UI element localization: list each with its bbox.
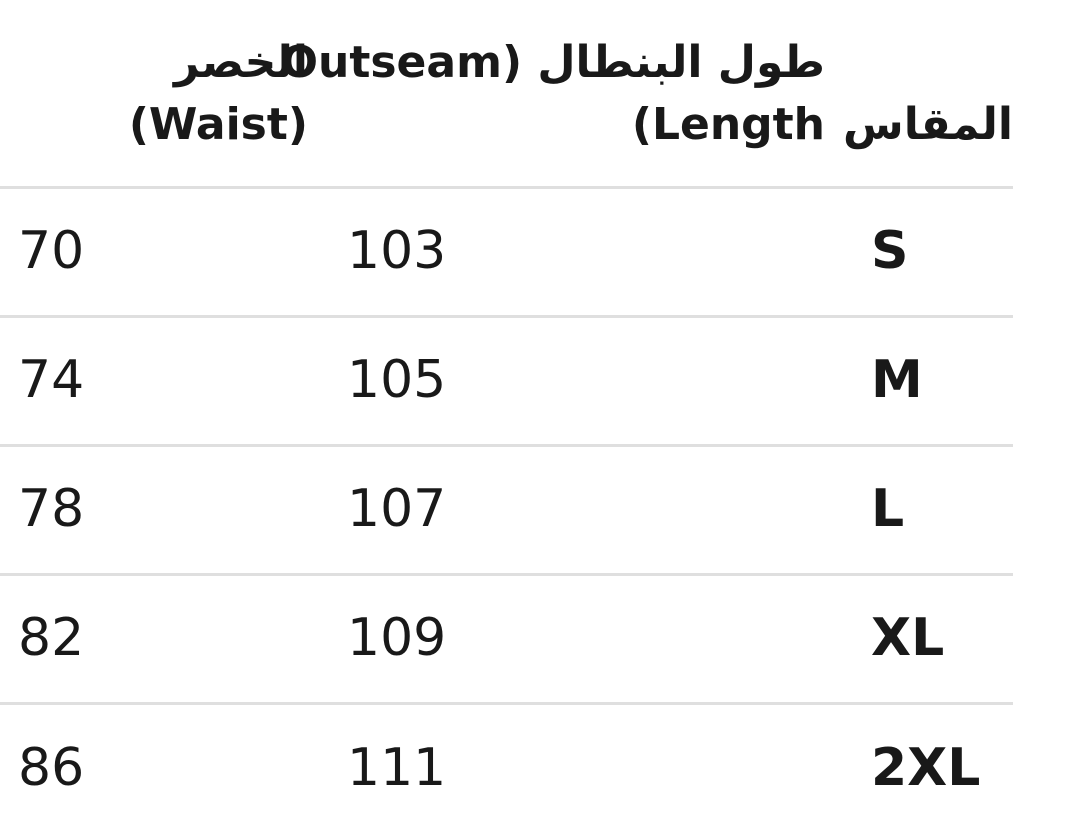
size-cell: S bbox=[851, 185, 1013, 316]
size-row-s: S 103 70 bbox=[0, 185, 1013, 316]
size-cell: M bbox=[851, 314, 1013, 445]
size-cell: XL bbox=[851, 572, 1013, 703]
size-row-2xl: 2XL 111 86 bbox=[0, 701, 1013, 832]
column-header-size: المقاس bbox=[843, 0, 1013, 187]
column-header-outseam: طول البنطال (Outseam Length) bbox=[281, 0, 851, 187]
size-cell: L bbox=[851, 443, 1013, 574]
waist-cell: 86 bbox=[0, 701, 320, 832]
outseam-cell: 107 bbox=[320, 443, 851, 574]
outseam-cell: 105 bbox=[320, 314, 851, 445]
size-row-xl: XL 109 82 bbox=[0, 572, 1013, 703]
column-header-waist: الخصر (Waist) bbox=[0, 0, 320, 187]
outseam-cell: 111 bbox=[320, 701, 851, 832]
waist-cell: 70 bbox=[0, 185, 320, 316]
column-header-size-label: المقاس bbox=[842, 98, 1013, 150]
outseam-cell: 103 bbox=[320, 185, 851, 316]
waist-cell: 82 bbox=[0, 572, 320, 703]
header-row: المقاس طول البنطال (Outseam Length) الخص… bbox=[0, 0, 1013, 187]
outseam-cell: 109 bbox=[320, 572, 851, 703]
column-header-outseam-line2: Length) bbox=[631, 98, 825, 150]
size-row-m: M 105 74 bbox=[0, 314, 1013, 445]
column-header-waist-label: الخصر (Waist) bbox=[128, 36, 308, 150]
size-chart-table: المقاس طول البنطال (Outseam Length) الخص… bbox=[0, 0, 1013, 832]
waist-cell: 78 bbox=[0, 443, 320, 574]
size-cell: 2XL bbox=[851, 701, 1013, 832]
waist-cell: 74 bbox=[0, 314, 320, 445]
column-header-outseam-line1: طول البنطال (Outseam bbox=[280, 36, 825, 88]
size-row-l: L 107 78 bbox=[0, 443, 1013, 574]
